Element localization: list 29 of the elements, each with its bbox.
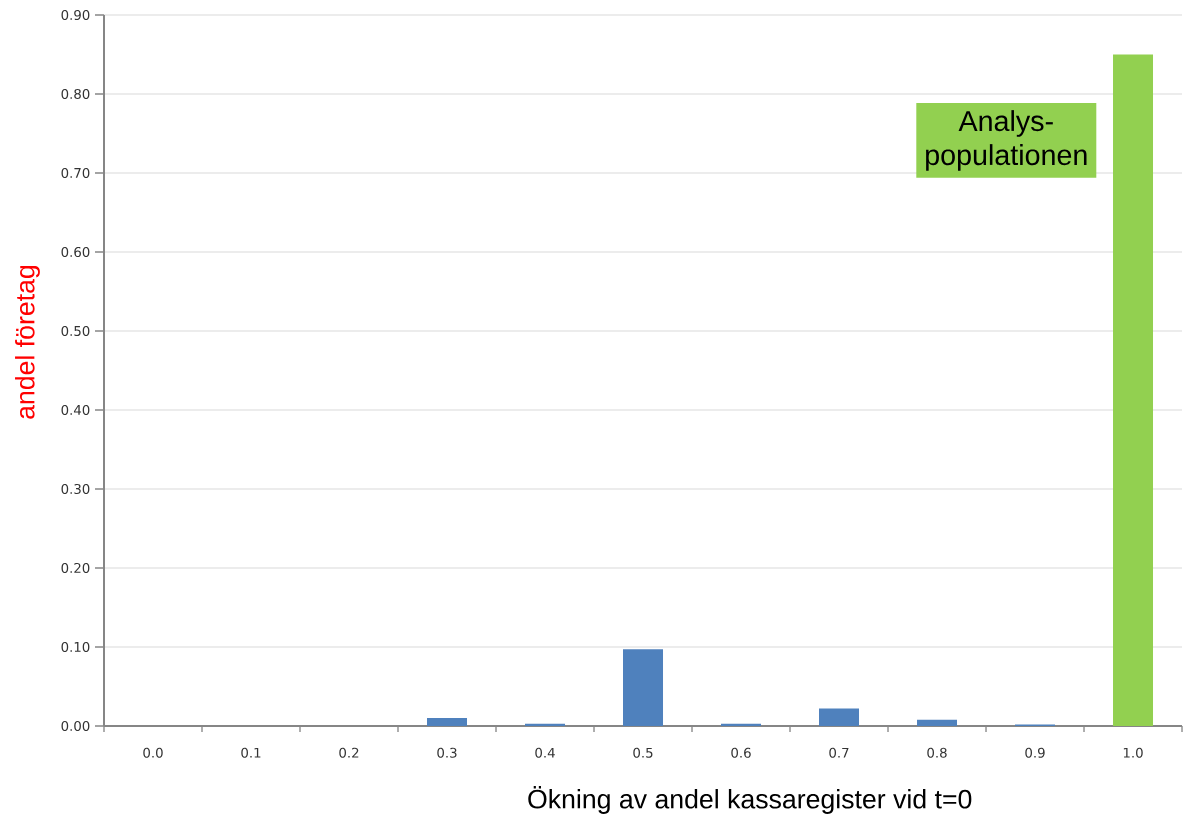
y-tick-label: 0.80 — [61, 88, 90, 99]
x-tick-label: 0.4 — [535, 747, 555, 758]
y-tick-label: 0.30 — [61, 483, 90, 494]
y-tick-label: 0.20 — [61, 562, 90, 573]
y-tick-label: 0.60 — [61, 246, 90, 257]
y-tick-label: 0.70 — [61, 167, 90, 178]
x-tick-label: 0.2 — [339, 747, 359, 758]
x-tick-label: 0.6 — [731, 747, 751, 758]
x-tick-label: 0.5 — [633, 747, 653, 758]
y-tick-label: 0.40 — [61, 404, 90, 415]
x-tick-label: 0.1 — [241, 747, 261, 758]
x-axis-title: Ökning av andel kassaregister vid t=0 — [528, 785, 972, 814]
y-axis-title: andel företag — [15, 265, 40, 419]
bar — [1113, 54, 1154, 726]
bar — [623, 649, 664, 726]
y-tick-label: 0.90 — [61, 9, 90, 20]
x-tick-label: 1.0 — [1123, 747, 1143, 758]
bar — [917, 719, 958, 726]
y-tick-label: 0.50 — [61, 325, 90, 336]
x-tick-label: 0.9 — [1025, 747, 1045, 758]
x-tick-label: 0.8 — [927, 747, 947, 758]
x-tick-label: 0.0 — [143, 747, 163, 758]
bar — [427, 717, 468, 726]
y-tick-label: 0.00 — [61, 720, 90, 731]
x-tick-label: 0.3 — [437, 747, 457, 758]
bar — [819, 708, 860, 726]
annotation: Analys-populationen — [926, 109, 1087, 171]
x-tick-label: 0.7 — [829, 747, 849, 758]
y-tick-label: 0.10 — [61, 641, 90, 652]
